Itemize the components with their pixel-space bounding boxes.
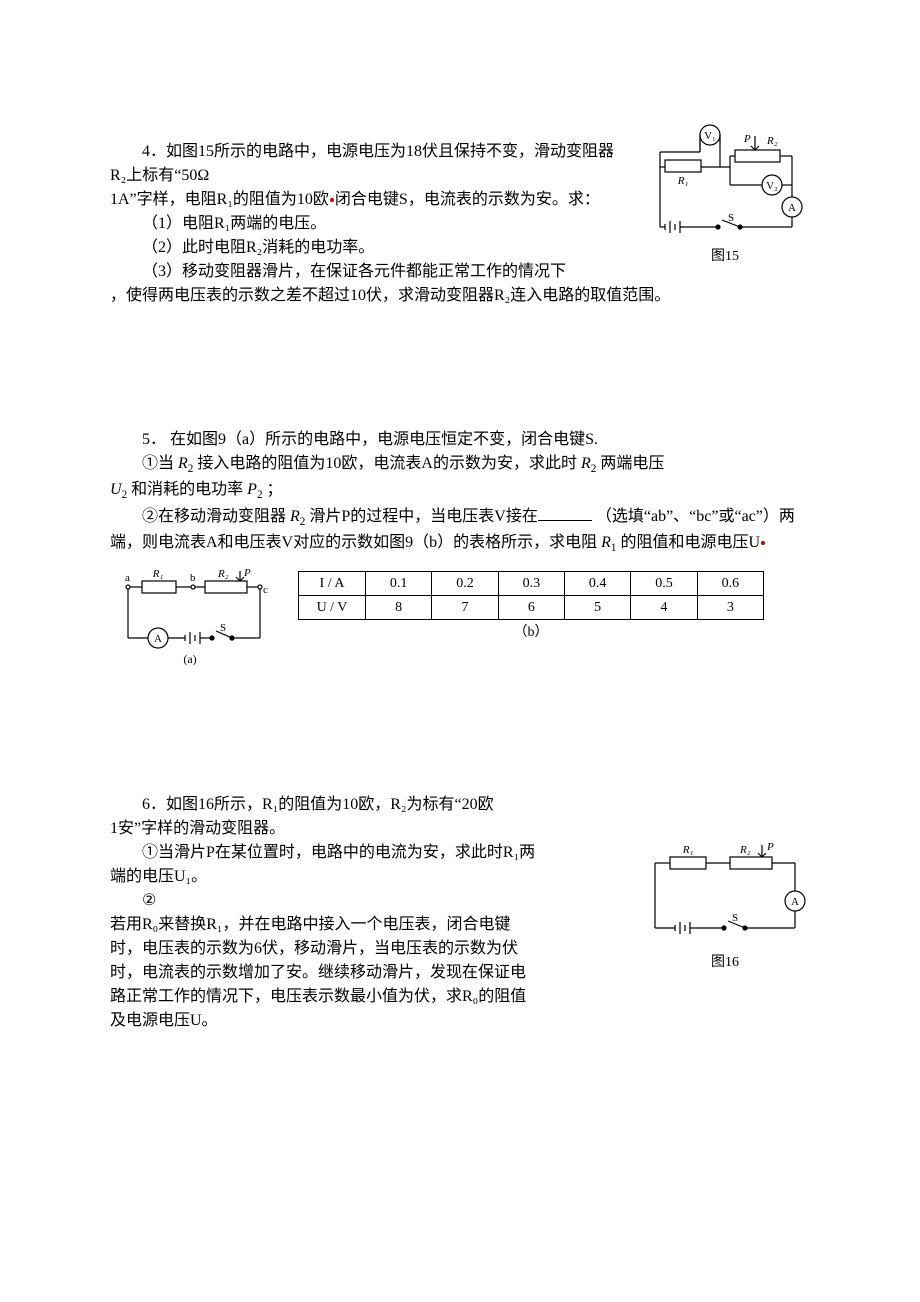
figure-15-caption: 图15 [640, 246, 810, 267]
p5-q1c: 两端电压 [600, 455, 664, 472]
p5-q1e: ； [267, 481, 283, 498]
label-r2: R₂ [739, 844, 751, 856]
th-6: 0.6 [697, 571, 763, 595]
p4-line2a: 1A”字样，电阻R₁的阻值为10欧 [110, 191, 329, 208]
label-r2: R₂ [766, 135, 778, 147]
p4-q3b: ，使得两电压表的示数之差不超过10伏，求滑动变阻器R₂连入电路的取值范围。 [110, 284, 810, 308]
td-2: 7 [432, 595, 498, 619]
figure-9b-caption: （b） [298, 622, 764, 643]
label-a: a [125, 572, 130, 584]
p5-q2d: 的阻值和电源电压U [621, 534, 761, 551]
td-6: 3 [697, 595, 763, 619]
p5-q1a: ①当 [142, 455, 174, 472]
table-row-data: U / V 8 7 6 5 4 3 [299, 595, 764, 619]
figure-9a: a b c R₁ R₂ [110, 563, 280, 673]
p6-q2b: 若用R₀来替换R₁，并在电路中接入一个电压表，闭合电键时，电压表的示数为6伏，移… [110, 913, 540, 1033]
label-b: b [190, 572, 196, 584]
th-5: 0.5 [631, 571, 697, 595]
label-v2: V₂ [766, 180, 778, 192]
p5-line1: 5． 在如图9（a）所示的电路中，电源电压恒定不变，闭合电键S. [110, 428, 810, 452]
p5-r1: R [601, 534, 611, 551]
problem-4: V₁ R₁ [110, 140, 810, 308]
p5-r2-3: R [290, 508, 300, 525]
label-s: S [728, 212, 734, 224]
p6-q2a: ② [110, 889, 540, 913]
label-c: c [263, 584, 268, 596]
label-p: P [743, 133, 751, 145]
label-s: S [220, 622, 226, 634]
td-3: 6 [498, 595, 564, 619]
figure-9b: I / A 0.1 0.2 0.3 0.4 0.5 0.6 U / V 8 7 … [298, 571, 764, 643]
th-3: 0.3 [498, 571, 564, 595]
label-amm: A [154, 633, 162, 645]
p6-line1: 6．如图16所示，R₁的阻值为10欧，R₂为标有“20欧 [110, 793, 810, 817]
p4-line2b: 闭合电键S，电流表的示数为安。求： [335, 191, 600, 208]
td-1: 8 [366, 595, 432, 619]
p5-r2-1: R [178, 455, 188, 472]
p5-r2-2: R [581, 455, 591, 472]
fig-9a-caption: (a) [183, 652, 196, 666]
problem-6: R₁ R₂ P A [110, 793, 810, 1033]
td-0: U / V [299, 595, 366, 619]
label-a: A [791, 896, 799, 908]
circuit-15-svg: V₁ R₁ [640, 122, 810, 242]
p5-p2: P [247, 481, 257, 498]
p6-q1: ①当滑片P在某位置时，电路中的电流为安，求此时R₁两端的电压U₁。 [110, 841, 540, 889]
blank-fill [538, 504, 592, 521]
table-row-header: I / A 0.1 0.2 0.3 0.4 0.5 0.6 [299, 571, 764, 595]
red-dot-2 [761, 541, 765, 545]
p5-q2a: ②在移动滑动变阻器 [142, 508, 286, 525]
label-a: A [788, 202, 796, 214]
circuit-9a-svg: a b c R₁ R₂ [110, 563, 280, 673]
p5-q1-line2: U2 和消耗的电功率 P2 ； [110, 478, 810, 504]
figure-16-caption: 图16 [640, 952, 810, 973]
th-1: 0.1 [366, 571, 432, 595]
figure-16: R₁ R₂ P A [640, 833, 810, 973]
p5-q2b: 滑片P的过程中，当电压表V接在 [309, 508, 537, 525]
label-r1: R₁ [682, 844, 694, 856]
problem-5: 5． 在如图9（a）所示的电路中，电源电压恒定不变，闭合电键S. ①当 R2 接… [110, 428, 810, 673]
label-r1: R₁ [152, 568, 164, 580]
red-dot-1 [330, 198, 334, 202]
data-table-9b: I / A 0.1 0.2 0.3 0.4 0.5 0.6 U / V 8 7 … [298, 571, 764, 620]
label-p: P [243, 567, 251, 579]
label-r2: R₂ [217, 568, 229, 580]
p5-fig-row: a b c R₁ R₂ [110, 563, 810, 673]
p5-q1d: 和消耗的电功率 [131, 481, 243, 498]
label-p: P [766, 841, 774, 853]
td-5: 4 [631, 595, 697, 619]
p5-q1b: 接入电路的阻值为10欧，电流表A的示数为安，求此时 [197, 455, 577, 472]
p5-u2: U [110, 481, 122, 498]
figure-15: V₁ R₁ [640, 122, 810, 267]
th-0: I / A [299, 571, 366, 595]
th-4: 0.4 [564, 571, 630, 595]
p5-q1: ①当 R2 接入电路的阻值为10欧，电流表A的示数为安，求此时 R2 两端电压 [110, 452, 810, 478]
label-v1: V₁ [704, 130, 716, 142]
p5-q2: ②在移动滑动变阻器 R2 滑片P的过程中，当电压表V接在 （选填“ab”、“bc… [110, 504, 810, 557]
circuit-16-svg: R₁ R₂ P A [640, 833, 810, 948]
td-4: 5 [564, 595, 630, 619]
label-s: S [732, 912, 738, 924]
label-r1: R₁ [677, 175, 689, 187]
th-2: 0.2 [432, 571, 498, 595]
